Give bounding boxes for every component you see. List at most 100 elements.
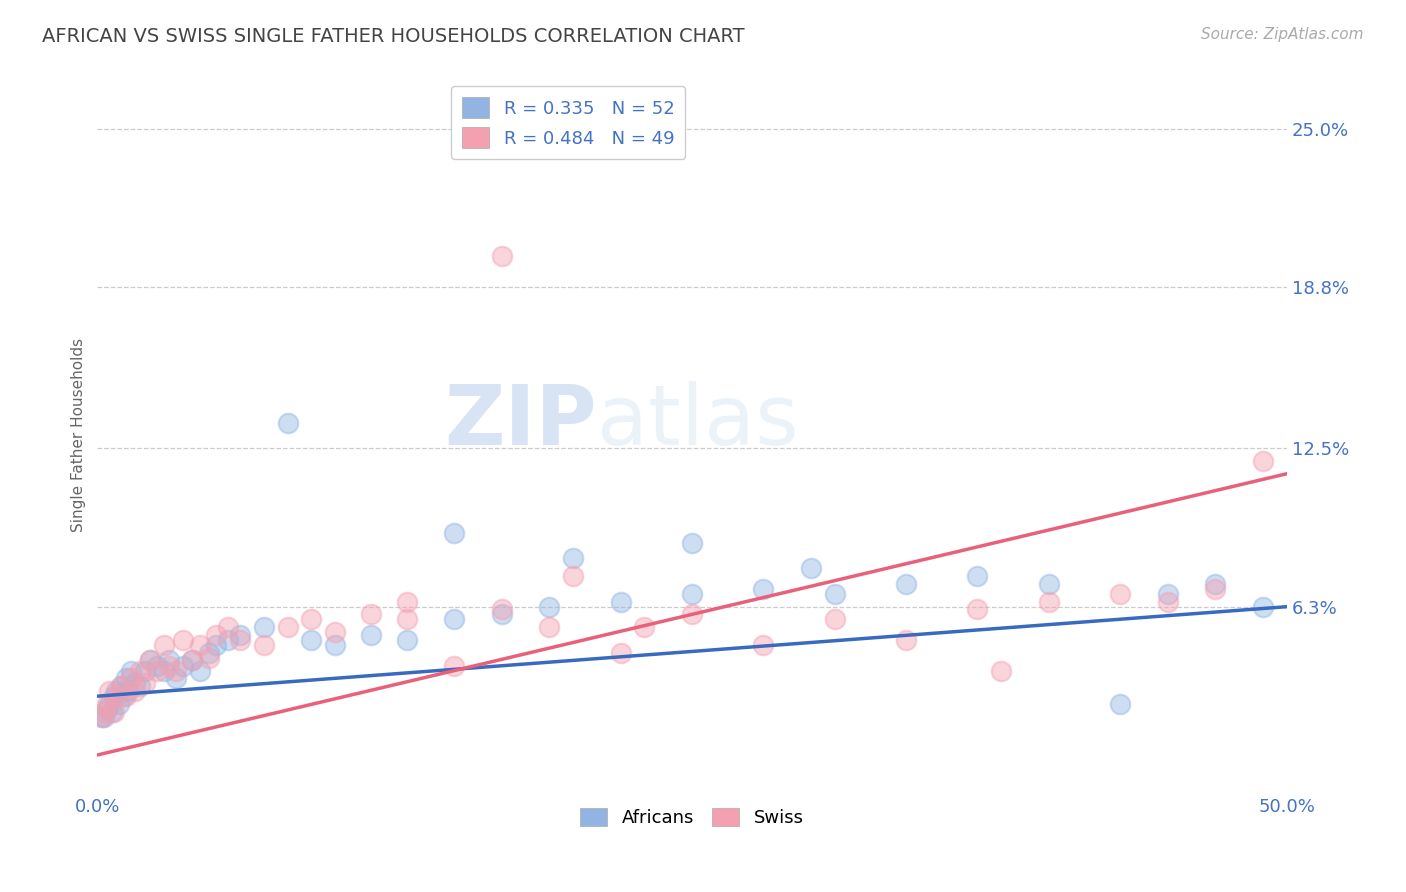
- Point: [188, 664, 211, 678]
- Point: [115, 689, 138, 703]
- Point: [138, 653, 160, 667]
- Text: atlas: atlas: [598, 381, 799, 461]
- Point: [112, 689, 135, 703]
- Point: [91, 709, 114, 723]
- Point: [129, 664, 152, 678]
- Point: [538, 599, 561, 614]
- Point: [198, 650, 221, 665]
- Point: [253, 638, 276, 652]
- Point: [894, 576, 917, 591]
- Point: [1109, 587, 1132, 601]
- Point: [157, 658, 180, 673]
- Point: [277, 416, 299, 430]
- Point: [443, 525, 465, 540]
- Point: [1204, 576, 1226, 591]
- Point: [824, 612, 846, 626]
- Point: [124, 684, 146, 698]
- Point: [824, 587, 846, 601]
- Point: [681, 607, 703, 622]
- Point: [491, 607, 513, 622]
- Point: [103, 689, 125, 703]
- Point: [103, 705, 125, 719]
- Point: [1251, 454, 1274, 468]
- Point: [124, 676, 146, 690]
- Point: [181, 653, 204, 667]
- Point: [172, 658, 194, 673]
- Point: [165, 671, 187, 685]
- Point: [98, 697, 121, 711]
- Point: [253, 620, 276, 634]
- Point: [277, 620, 299, 634]
- Point: [205, 638, 228, 652]
- Point: [217, 632, 239, 647]
- Point: [105, 689, 128, 703]
- Point: [181, 653, 204, 667]
- Point: [153, 638, 176, 652]
- Point: [110, 679, 132, 693]
- Legend: Africans, Swiss: Africans, Swiss: [574, 801, 811, 834]
- Point: [1038, 594, 1060, 608]
- Point: [229, 632, 252, 647]
- Point: [153, 664, 176, 678]
- Point: [110, 679, 132, 693]
- Point: [93, 705, 115, 719]
- Point: [360, 628, 382, 642]
- Point: [134, 664, 156, 678]
- Point: [681, 587, 703, 601]
- Point: [172, 632, 194, 647]
- Point: [1038, 576, 1060, 591]
- Point: [198, 646, 221, 660]
- Y-axis label: Single Father Households: Single Father Households: [72, 338, 86, 533]
- Point: [1157, 587, 1180, 601]
- Point: [562, 551, 585, 566]
- Point: [91, 709, 114, 723]
- Point: [609, 594, 631, 608]
- Point: [395, 612, 418, 626]
- Point: [165, 664, 187, 678]
- Point: [93, 709, 115, 723]
- Point: [491, 249, 513, 263]
- Point: [117, 684, 139, 698]
- Point: [1109, 697, 1132, 711]
- Point: [105, 684, 128, 698]
- Point: [562, 569, 585, 583]
- Point: [146, 658, 169, 673]
- Text: AFRICAN VS SWISS SINGLE FATHER HOUSEHOLDS CORRELATION CHART: AFRICAN VS SWISS SINGLE FATHER HOUSEHOLD…: [42, 27, 745, 45]
- Point: [205, 628, 228, 642]
- Point: [301, 632, 323, 647]
- Point: [681, 535, 703, 549]
- Point: [1157, 594, 1180, 608]
- Point: [323, 625, 346, 640]
- Point: [100, 705, 122, 719]
- Point: [443, 612, 465, 626]
- Point: [752, 582, 775, 596]
- Point: [894, 632, 917, 647]
- Point: [395, 594, 418, 608]
- Point: [1204, 582, 1226, 596]
- Point: [990, 664, 1012, 678]
- Point: [120, 664, 142, 678]
- Point: [98, 684, 121, 698]
- Point: [360, 607, 382, 622]
- Point: [188, 638, 211, 652]
- Point: [395, 632, 418, 647]
- Point: [157, 653, 180, 667]
- Point: [323, 638, 346, 652]
- Point: [491, 602, 513, 616]
- Point: [129, 679, 152, 693]
- Point: [138, 653, 160, 667]
- Text: ZIP: ZIP: [444, 381, 598, 461]
- Point: [1251, 599, 1274, 614]
- Point: [146, 664, 169, 678]
- Point: [229, 628, 252, 642]
- Point: [443, 658, 465, 673]
- Point: [800, 561, 823, 575]
- Point: [120, 671, 142, 685]
- Point: [538, 620, 561, 634]
- Point: [633, 620, 655, 634]
- Text: Source: ZipAtlas.com: Source: ZipAtlas.com: [1201, 27, 1364, 42]
- Point: [134, 676, 156, 690]
- Point: [609, 646, 631, 660]
- Point: [96, 697, 118, 711]
- Point: [96, 702, 118, 716]
